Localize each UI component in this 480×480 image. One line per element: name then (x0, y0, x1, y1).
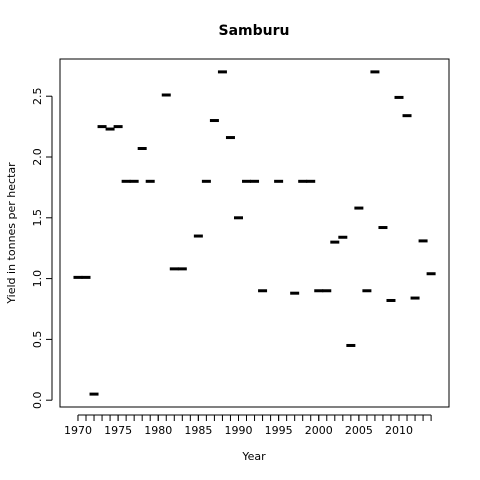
x-tick-label: 1980 (144, 424, 172, 437)
y-axis-label: Yield in tonnes per hectar (5, 162, 18, 305)
y-tick-label: 2.5 (31, 87, 44, 105)
x-tick-label: 1985 (184, 424, 212, 437)
y-tick-label: 1.5 (31, 209, 44, 227)
x-tick-label: 2010 (385, 424, 413, 437)
x-tick-label: 1975 (104, 424, 132, 437)
x-tick-label: 1970 (64, 424, 92, 437)
y-tick-label: 1.0 (31, 270, 44, 288)
x-tick-label: 1995 (265, 424, 293, 437)
plot-frame (59, 58, 450, 408)
chart-title: Samburu (219, 23, 290, 39)
x-tick-label: 2000 (305, 424, 333, 437)
x-axis-label: Year (241, 450, 266, 463)
y-tick-label: 0.0 (31, 391, 44, 409)
x-tick-label: 1990 (224, 424, 252, 437)
x-tick-label: 2005 (345, 424, 373, 437)
y-tick-label: 2.0 (31, 148, 44, 166)
y-tick-label: 0.5 (31, 331, 44, 349)
